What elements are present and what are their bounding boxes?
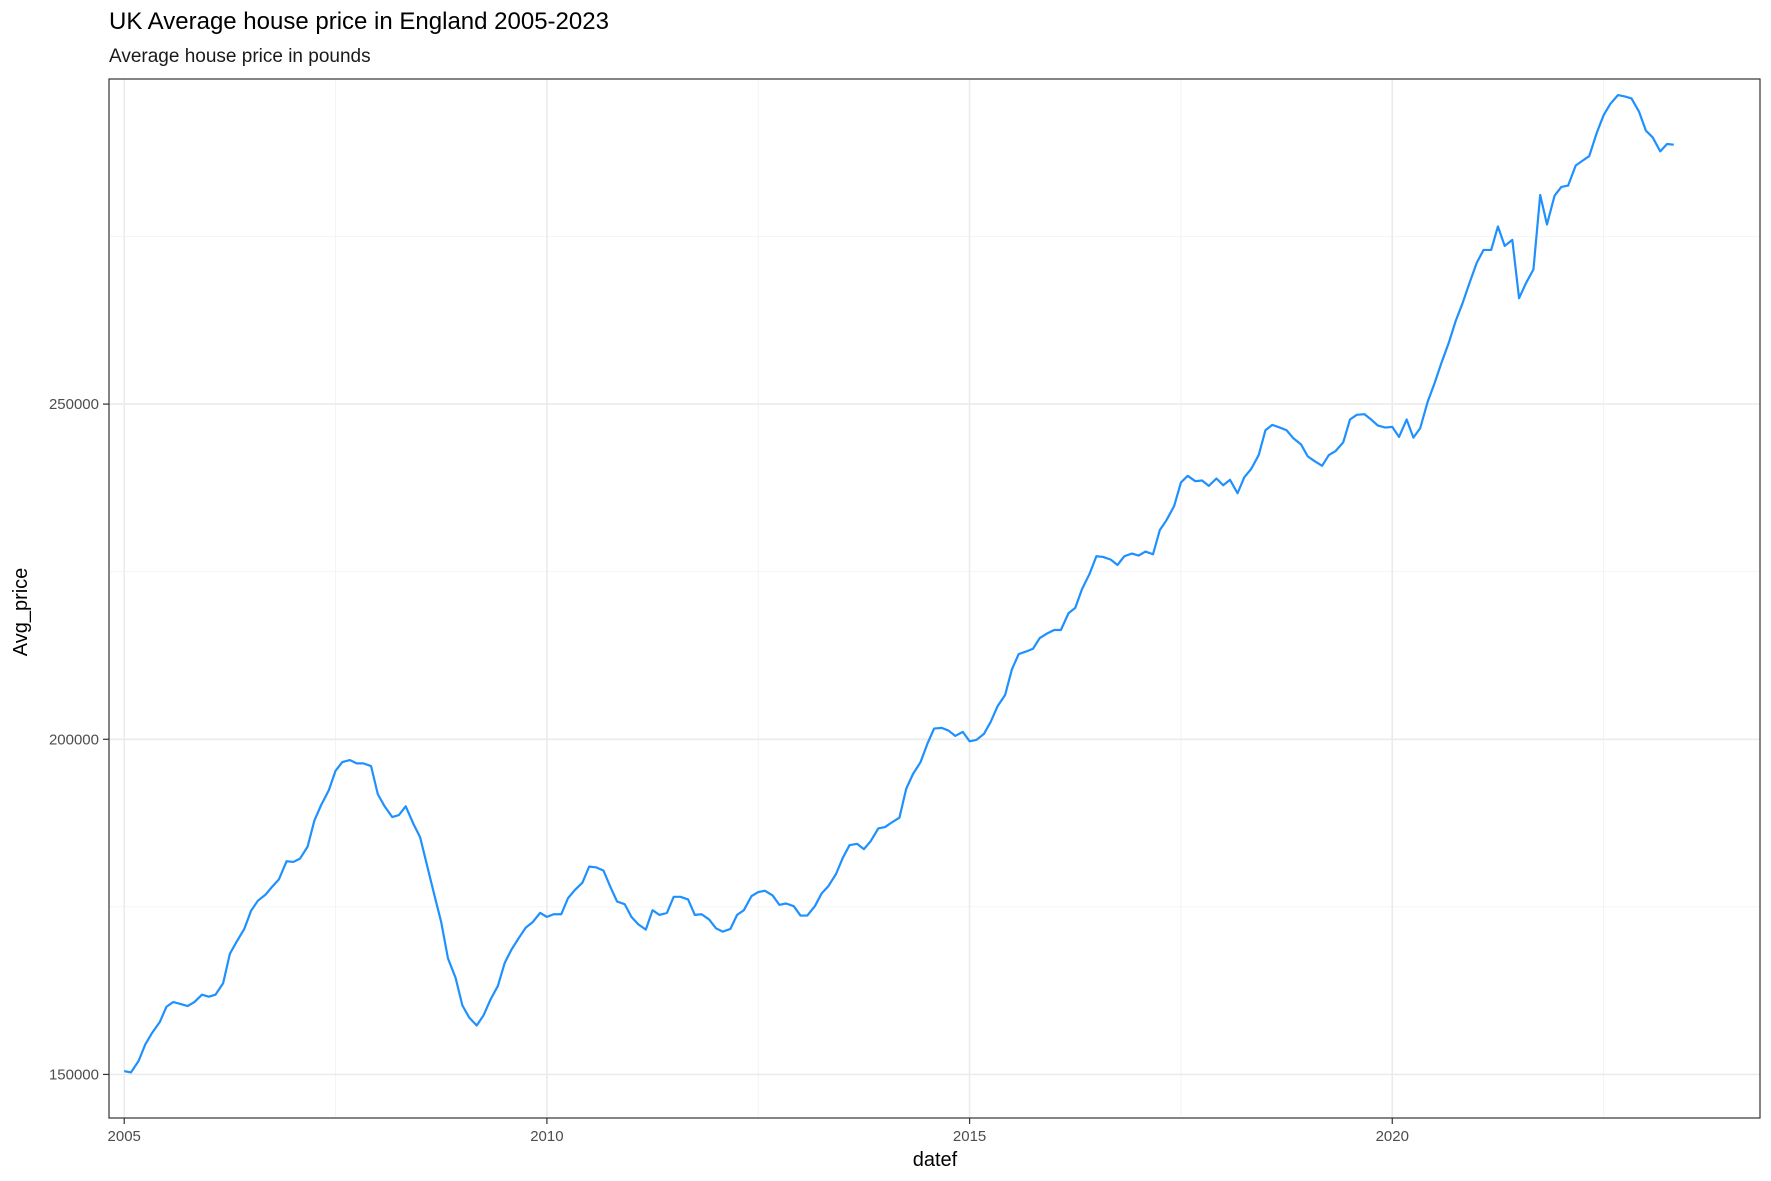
x-axis-label: datef	[913, 1149, 958, 1171]
minor-gridlines	[109, 79, 1760, 1118]
x-tick-label: 2005	[108, 1128, 141, 1145]
plot-panel	[108, 78, 1761, 1119]
panel-border	[108, 78, 1761, 1119]
y-tick-label: 250000	[49, 396, 99, 413]
chart-title: UK Average house price in England 2005-2…	[109, 8, 609, 35]
x-tick-label: 2020	[1376, 1128, 1409, 1145]
y-axis: 150000 200000 250000	[49, 396, 109, 1083]
major-gridlines	[109, 79, 1760, 1118]
chart-subtitle: Average house price in pounds	[109, 46, 371, 67]
y-tick-label: 150000	[49, 1066, 99, 1083]
x-tick-label: 2015	[953, 1128, 986, 1145]
avg-price-line	[124, 93, 1674, 1074]
series-layer	[124, 93, 1674, 1074]
y-axis-label: Avg_price	[10, 568, 32, 657]
x-tick-label: 2010	[530, 1128, 563, 1145]
y-tick-label: 200000	[49, 731, 99, 748]
x-axis: 2005 2010 2015 2020	[108, 1118, 1409, 1145]
